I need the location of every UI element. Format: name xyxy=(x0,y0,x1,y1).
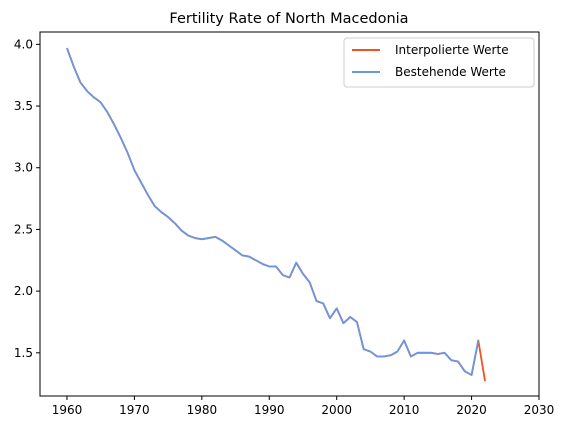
y-tick-label: 3.0 xyxy=(14,161,33,175)
plot-lines xyxy=(66,47,486,382)
y-tick-label: 2.5 xyxy=(14,222,33,236)
legend-label-existing: Bestehende Werte xyxy=(395,65,506,79)
x-tick-label: 1990 xyxy=(254,403,285,417)
chart-title: Fertility Rate of North Macedonia xyxy=(169,11,408,27)
y-tick-label: 2.0 xyxy=(14,284,33,298)
legend: Interpolierte Werte Bestehende Werte xyxy=(343,37,535,88)
x-axis: 1960 1970 1980 1990 2000 2010 2020 2030 xyxy=(52,396,555,417)
legend-label-interpolated: Interpolierte Werte xyxy=(395,43,509,57)
y-tick-label: 1.5 xyxy=(14,346,33,360)
series-line-0 xyxy=(66,47,486,382)
y-tick-label: 4.0 xyxy=(14,37,33,51)
axes-frame xyxy=(39,31,540,397)
y-axis: 1.5 2.0 2.5 3.0 3.5 4.0 xyxy=(14,37,40,360)
y-tick-label: 3.5 xyxy=(14,99,33,113)
x-tick-label: 2020 xyxy=(456,403,487,417)
legend-box xyxy=(343,37,535,88)
x-tick-label: 2010 xyxy=(389,403,420,417)
x-tick-label: 2000 xyxy=(321,403,352,417)
x-tick-label: 1960 xyxy=(52,403,83,417)
series-line-1 xyxy=(66,47,480,376)
x-tick-label: 1980 xyxy=(187,403,218,417)
x-tick-label: 1970 xyxy=(119,403,150,417)
x-tick-label: 2030 xyxy=(524,403,555,417)
